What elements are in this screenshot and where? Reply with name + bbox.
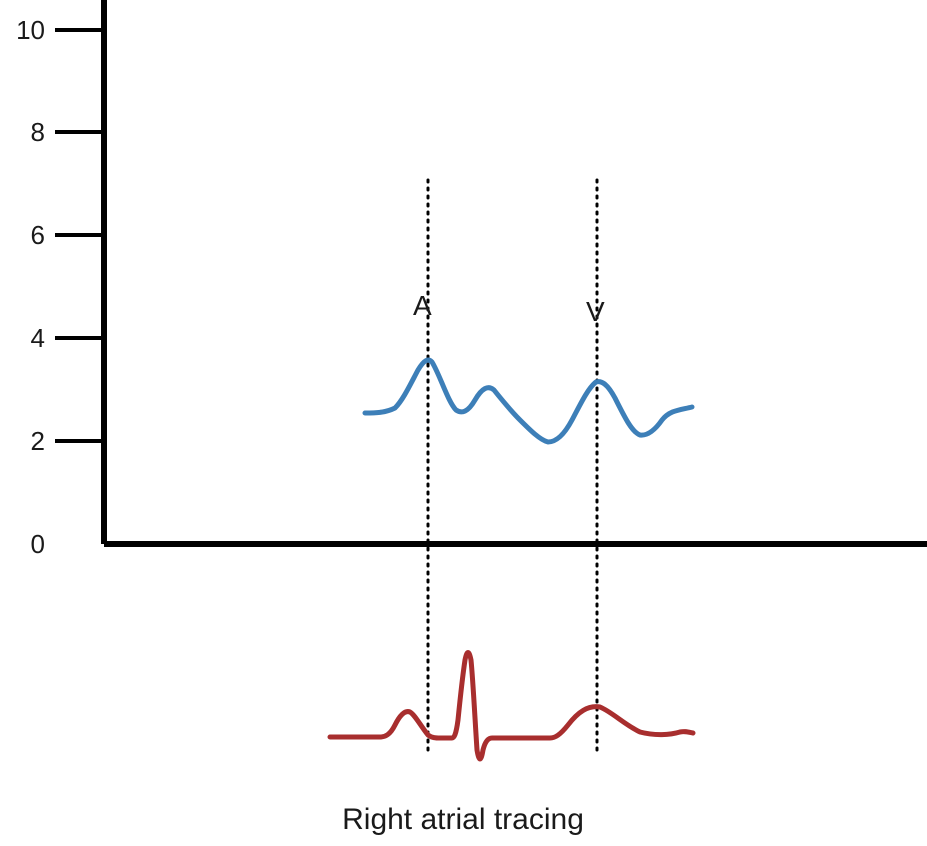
y-tick-marks	[55, 30, 104, 441]
v-wave-label: V	[586, 296, 605, 328]
a-wave-label: A	[413, 290, 432, 322]
chart-svg	[0, 0, 927, 846]
y-tick-label: 10	[0, 15, 45, 46]
chart-caption: Right atrial tracing	[263, 803, 663, 837]
reference-lines	[428, 180, 597, 752]
y-tick-label: 6	[0, 220, 45, 251]
atrial-tracing-chart: 0 2 4 6 8 10 A V Right atrial tracing	[0, 0, 927, 846]
ecg-trace	[330, 653, 693, 760]
atrial-pressure-trace	[365, 360, 692, 442]
y-tick-label: 0	[0, 529, 45, 560]
y-tick-label: 2	[0, 426, 45, 457]
y-tick-label: 4	[0, 323, 45, 354]
y-tick-label: 8	[0, 117, 45, 148]
